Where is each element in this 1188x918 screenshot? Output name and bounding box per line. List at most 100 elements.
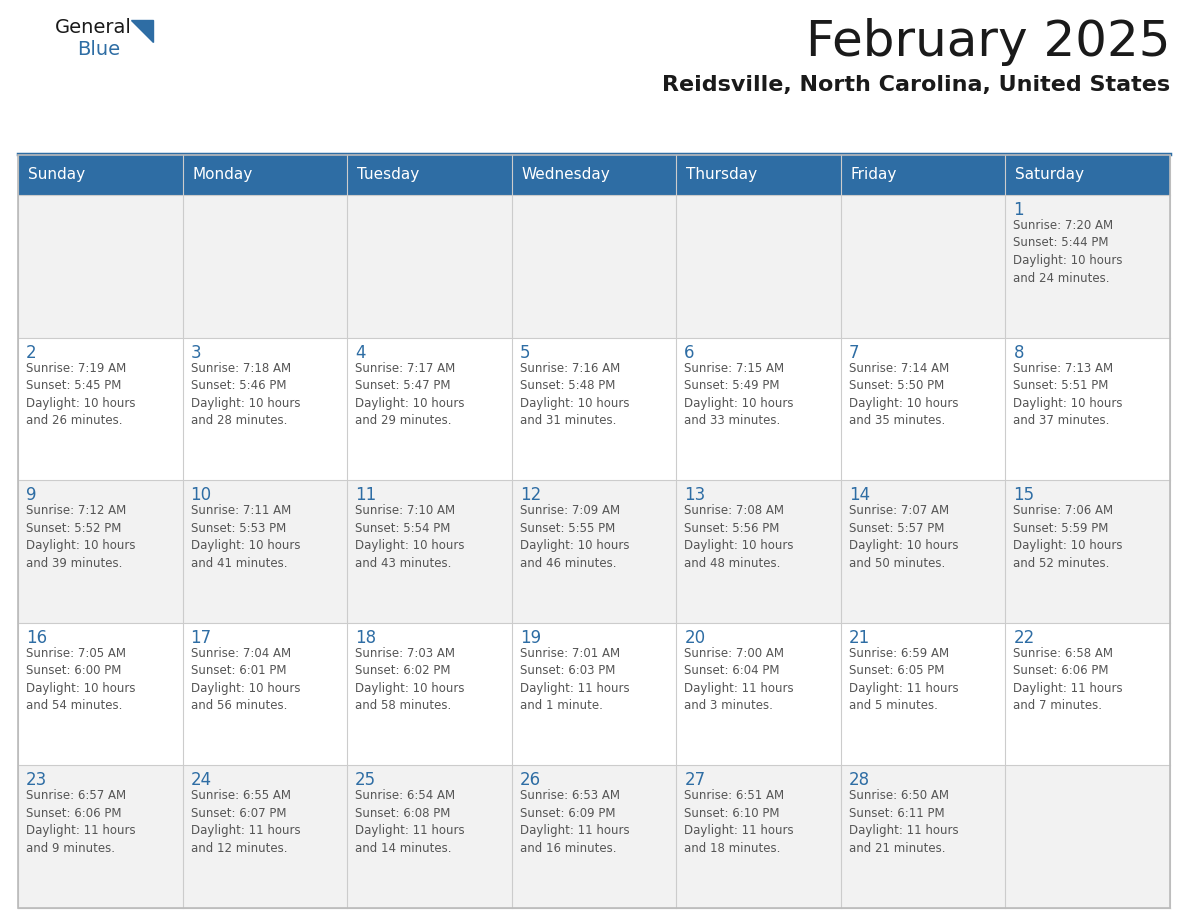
Text: Sunrise: 7:17 AM
Sunset: 5:47 PM
Daylight: 10 hours
and 29 minutes.: Sunrise: 7:17 AM Sunset: 5:47 PM Dayligh…	[355, 362, 465, 427]
Bar	[841, 480, 1005, 622]
Text: Sunrise: 7:15 AM
Sunset: 5:49 PM
Daylight: 10 hours
and 33 minutes.: Sunrise: 7:15 AM Sunset: 5:49 PM Dayligh…	[684, 362, 794, 427]
Text: 14: 14	[849, 487, 870, 504]
Bar	[18, 622, 183, 766]
Bar	[676, 338, 841, 480]
Text: 5: 5	[519, 343, 530, 362]
Text: 8: 8	[1013, 343, 1024, 362]
Text: 25: 25	[355, 771, 377, 789]
Bar	[676, 622, 841, 766]
Text: Sunrise: 7:06 AM
Sunset: 5:59 PM
Daylight: 10 hours
and 52 minutes.: Sunrise: 7:06 AM Sunset: 5:59 PM Dayligh…	[1013, 504, 1123, 570]
Text: Saturday: Saturday	[1016, 167, 1085, 183]
Text: Sunday: Sunday	[29, 167, 86, 183]
Bar	[183, 766, 347, 908]
Bar	[841, 195, 1005, 338]
Text: 16: 16	[26, 629, 48, 647]
Bar	[183, 622, 347, 766]
Text: 19: 19	[519, 629, 541, 647]
Bar	[18, 155, 1170, 908]
Text: Sunrise: 7:18 AM
Sunset: 5:46 PM
Daylight: 10 hours
and 28 minutes.: Sunrise: 7:18 AM Sunset: 5:46 PM Dayligh…	[190, 362, 301, 427]
Text: Blue: Blue	[77, 40, 120, 59]
Text: Sunrise: 7:19 AM
Sunset: 5:45 PM
Daylight: 10 hours
and 26 minutes.: Sunrise: 7:19 AM Sunset: 5:45 PM Dayligh…	[26, 362, 135, 427]
Bar	[18, 338, 183, 480]
Text: Friday: Friday	[851, 167, 897, 183]
Text: Sunrise: 7:12 AM
Sunset: 5:52 PM
Daylight: 10 hours
and 39 minutes.: Sunrise: 7:12 AM Sunset: 5:52 PM Dayligh…	[26, 504, 135, 570]
Text: 7: 7	[849, 343, 859, 362]
Text: Sunrise: 7:10 AM
Sunset: 5:54 PM
Daylight: 10 hours
and 43 minutes.: Sunrise: 7:10 AM Sunset: 5:54 PM Dayligh…	[355, 504, 465, 570]
Text: General: General	[55, 18, 132, 37]
Bar	[1005, 766, 1170, 908]
Bar	[1005, 195, 1170, 338]
Bar	[512, 766, 676, 908]
Text: Tuesday: Tuesday	[358, 167, 419, 183]
Text: Sunrise: 6:55 AM
Sunset: 6:07 PM
Daylight: 11 hours
and 12 minutes.: Sunrise: 6:55 AM Sunset: 6:07 PM Dayligh…	[190, 789, 301, 855]
Text: 9: 9	[26, 487, 37, 504]
Text: Sunrise: 6:58 AM
Sunset: 6:06 PM
Daylight: 11 hours
and 7 minutes.: Sunrise: 6:58 AM Sunset: 6:06 PM Dayligh…	[1013, 647, 1123, 712]
Text: February 2025: February 2025	[805, 18, 1170, 66]
Text: 1: 1	[1013, 201, 1024, 219]
Text: Sunrise: 7:03 AM
Sunset: 6:02 PM
Daylight: 10 hours
and 58 minutes.: Sunrise: 7:03 AM Sunset: 6:02 PM Dayligh…	[355, 647, 465, 712]
Text: 10: 10	[190, 487, 211, 504]
Text: 23: 23	[26, 771, 48, 789]
Text: Sunrise: 7:16 AM
Sunset: 5:48 PM
Daylight: 10 hours
and 31 minutes.: Sunrise: 7:16 AM Sunset: 5:48 PM Dayligh…	[519, 362, 630, 427]
Bar	[18, 766, 183, 908]
Text: Sunrise: 7:07 AM
Sunset: 5:57 PM
Daylight: 10 hours
and 50 minutes.: Sunrise: 7:07 AM Sunset: 5:57 PM Dayligh…	[849, 504, 959, 570]
Bar	[512, 622, 676, 766]
Bar	[512, 480, 676, 622]
Text: 20: 20	[684, 629, 706, 647]
Bar	[676, 766, 841, 908]
Bar	[1005, 480, 1170, 622]
Bar	[347, 195, 512, 338]
Text: Sunrise: 7:05 AM
Sunset: 6:00 PM
Daylight: 10 hours
and 54 minutes.: Sunrise: 7:05 AM Sunset: 6:00 PM Dayligh…	[26, 647, 135, 712]
Text: Sunrise: 7:01 AM
Sunset: 6:03 PM
Daylight: 11 hours
and 1 minute.: Sunrise: 7:01 AM Sunset: 6:03 PM Dayligh…	[519, 647, 630, 712]
Text: Sunrise: 6:51 AM
Sunset: 6:10 PM
Daylight: 11 hours
and 18 minutes.: Sunrise: 6:51 AM Sunset: 6:10 PM Dayligh…	[684, 789, 794, 855]
Text: Sunrise: 7:09 AM
Sunset: 5:55 PM
Daylight: 10 hours
and 46 minutes.: Sunrise: 7:09 AM Sunset: 5:55 PM Dayligh…	[519, 504, 630, 570]
Bar	[183, 338, 347, 480]
Text: 21: 21	[849, 629, 870, 647]
Bar	[18, 480, 183, 622]
Bar	[347, 766, 512, 908]
Text: 22: 22	[1013, 629, 1035, 647]
Text: Reidsville, North Carolina, United States: Reidsville, North Carolina, United State…	[662, 75, 1170, 95]
Text: Sunrise: 6:50 AM
Sunset: 6:11 PM
Daylight: 11 hours
and 21 minutes.: Sunrise: 6:50 AM Sunset: 6:11 PM Dayligh…	[849, 789, 959, 855]
Bar	[18, 195, 183, 338]
Text: Monday: Monday	[192, 167, 253, 183]
Text: Sunrise: 7:20 AM
Sunset: 5:44 PM
Daylight: 10 hours
and 24 minutes.: Sunrise: 7:20 AM Sunset: 5:44 PM Dayligh…	[1013, 219, 1123, 285]
Text: Sunrise: 6:53 AM
Sunset: 6:09 PM
Daylight: 11 hours
and 16 minutes.: Sunrise: 6:53 AM Sunset: 6:09 PM Dayligh…	[519, 789, 630, 855]
Text: 24: 24	[190, 771, 211, 789]
Text: Sunrise: 7:08 AM
Sunset: 5:56 PM
Daylight: 10 hours
and 48 minutes.: Sunrise: 7:08 AM Sunset: 5:56 PM Dayligh…	[684, 504, 794, 570]
Text: 17: 17	[190, 629, 211, 647]
Bar	[1005, 622, 1170, 766]
Text: 4: 4	[355, 343, 366, 362]
Text: 2: 2	[26, 343, 37, 362]
Bar	[841, 338, 1005, 480]
Text: 12: 12	[519, 487, 541, 504]
Text: Sunrise: 7:13 AM
Sunset: 5:51 PM
Daylight: 10 hours
and 37 minutes.: Sunrise: 7:13 AM Sunset: 5:51 PM Dayligh…	[1013, 362, 1123, 427]
Text: Wednesday: Wednesday	[522, 167, 611, 183]
Text: 26: 26	[519, 771, 541, 789]
Text: 18: 18	[355, 629, 377, 647]
Bar	[676, 480, 841, 622]
Text: Sunrise: 6:57 AM
Sunset: 6:06 PM
Daylight: 11 hours
and 9 minutes.: Sunrise: 6:57 AM Sunset: 6:06 PM Dayligh…	[26, 789, 135, 855]
Bar	[183, 480, 347, 622]
Text: 13: 13	[684, 487, 706, 504]
Bar	[841, 622, 1005, 766]
Text: 15: 15	[1013, 487, 1035, 504]
Bar	[1005, 338, 1170, 480]
Text: Sunrise: 6:59 AM
Sunset: 6:05 PM
Daylight: 11 hours
and 5 minutes.: Sunrise: 6:59 AM Sunset: 6:05 PM Dayligh…	[849, 647, 959, 712]
Text: Sunrise: 7:00 AM
Sunset: 6:04 PM
Daylight: 11 hours
and 3 minutes.: Sunrise: 7:00 AM Sunset: 6:04 PM Dayligh…	[684, 647, 794, 712]
Polygon shape	[131, 20, 153, 42]
Text: 11: 11	[355, 487, 377, 504]
Bar	[512, 338, 676, 480]
Text: 3: 3	[190, 343, 201, 362]
Bar	[18, 155, 1170, 195]
Bar	[183, 195, 347, 338]
Text: 27: 27	[684, 771, 706, 789]
Bar	[676, 195, 841, 338]
Bar	[347, 622, 512, 766]
Text: Sunrise: 7:11 AM
Sunset: 5:53 PM
Daylight: 10 hours
and 41 minutes.: Sunrise: 7:11 AM Sunset: 5:53 PM Dayligh…	[190, 504, 301, 570]
Text: Sunrise: 7:04 AM
Sunset: 6:01 PM
Daylight: 10 hours
and 56 minutes.: Sunrise: 7:04 AM Sunset: 6:01 PM Dayligh…	[190, 647, 301, 712]
Bar	[347, 338, 512, 480]
Bar	[512, 195, 676, 338]
Text: 28: 28	[849, 771, 870, 789]
Bar	[841, 766, 1005, 908]
